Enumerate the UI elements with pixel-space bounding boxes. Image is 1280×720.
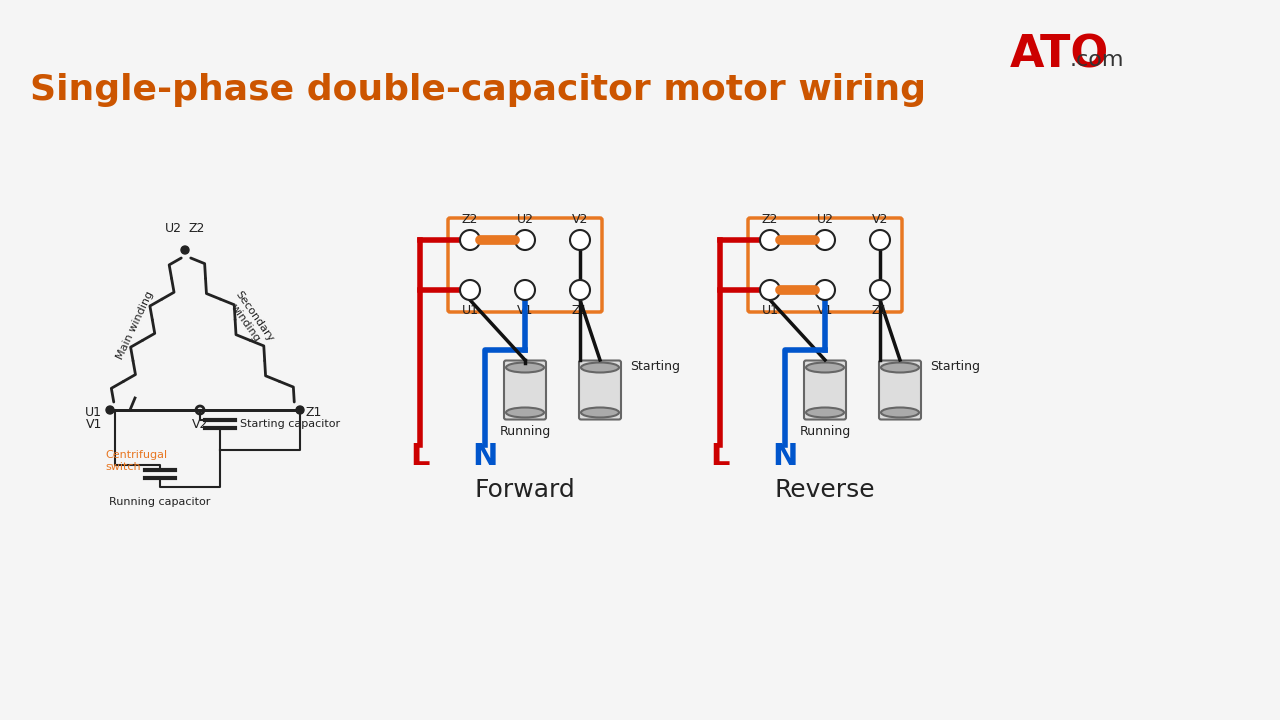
Text: Reverse: Reverse: [774, 478, 876, 502]
Text: L: L: [710, 442, 730, 471]
Circle shape: [570, 230, 590, 250]
Text: V1: V1: [517, 304, 534, 317]
Text: Z1: Z1: [872, 304, 888, 317]
Ellipse shape: [881, 362, 919, 372]
Text: U2: U2: [517, 213, 534, 226]
Circle shape: [870, 280, 890, 300]
Text: Starting: Starting: [931, 360, 980, 373]
Ellipse shape: [581, 408, 620, 418]
Text: N: N: [472, 442, 498, 471]
Ellipse shape: [806, 408, 844, 418]
Text: U1: U1: [84, 405, 102, 418]
Ellipse shape: [506, 362, 544, 372]
Text: U1: U1: [462, 304, 479, 317]
FancyBboxPatch shape: [804, 361, 846, 420]
Text: Z1: Z1: [572, 304, 589, 317]
Circle shape: [870, 230, 890, 250]
Circle shape: [760, 280, 780, 300]
Circle shape: [760, 230, 780, 250]
Text: V2: V2: [572, 213, 589, 226]
Circle shape: [570, 280, 590, 300]
FancyBboxPatch shape: [579, 361, 621, 420]
Circle shape: [106, 406, 114, 414]
Text: Single-phase double-capacitor motor wiring: Single-phase double-capacitor motor wiri…: [29, 73, 925, 107]
Text: Centrifugal
switch: Centrifugal switch: [105, 450, 168, 472]
Text: L: L: [411, 442, 430, 471]
Text: Forward: Forward: [475, 478, 576, 502]
Ellipse shape: [506, 408, 544, 418]
Ellipse shape: [581, 362, 620, 372]
Circle shape: [460, 230, 480, 250]
Ellipse shape: [806, 362, 844, 372]
Text: U2: U2: [817, 213, 833, 226]
Text: Z2: Z2: [462, 213, 479, 226]
Text: V1: V1: [817, 304, 833, 317]
Circle shape: [515, 230, 535, 250]
Text: Starting: Starting: [630, 360, 680, 373]
Text: V2: V2: [192, 418, 209, 431]
Text: ATO: ATO: [1010, 34, 1110, 76]
FancyBboxPatch shape: [879, 361, 922, 420]
Circle shape: [460, 280, 480, 300]
Circle shape: [815, 230, 835, 250]
Ellipse shape: [881, 408, 919, 418]
Text: Z2: Z2: [188, 222, 205, 235]
Circle shape: [815, 280, 835, 300]
Text: Z2: Z2: [762, 213, 778, 226]
Text: U2: U2: [165, 222, 182, 235]
Circle shape: [180, 246, 189, 254]
Text: Z1: Z1: [305, 405, 321, 418]
Text: Running capacitor: Running capacitor: [109, 497, 211, 507]
Text: Running: Running: [499, 425, 550, 438]
Text: V2: V2: [872, 213, 888, 226]
Text: N: N: [772, 442, 797, 471]
Text: U1: U1: [762, 304, 778, 317]
Text: .com: .com: [1070, 50, 1125, 70]
Text: Running: Running: [800, 425, 851, 438]
Text: V1: V1: [86, 418, 102, 431]
Text: Secondary
winding: Secondary winding: [224, 289, 275, 351]
Text: Main winding: Main winding: [115, 289, 155, 361]
FancyBboxPatch shape: [504, 361, 547, 420]
Circle shape: [515, 280, 535, 300]
Text: Starting capacitor: Starting capacitor: [241, 419, 340, 429]
Circle shape: [296, 406, 305, 414]
